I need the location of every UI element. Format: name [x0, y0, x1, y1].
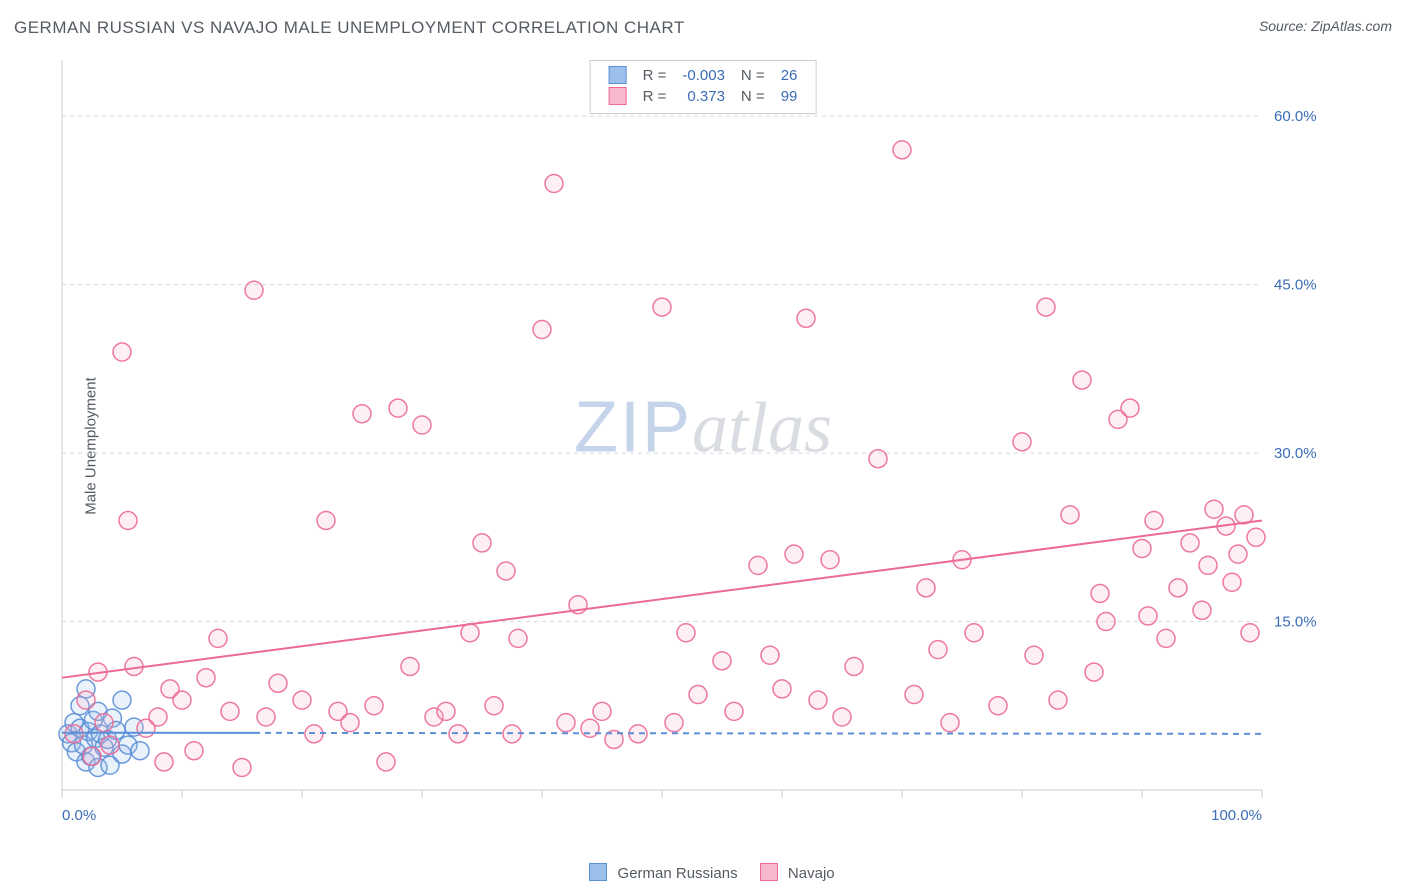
bottom-legend-label-0: German Russians	[618, 865, 738, 882]
stat-legend-row-0: R = -0.003 N = 26	[601, 65, 806, 86]
source-name: ZipAtlas.com	[1311, 18, 1392, 34]
stat-legend-row-1: R = 0.373 N = 99	[601, 86, 806, 107]
legend-swatch-1	[609, 87, 627, 105]
bottom-legend-swatch-0	[589, 863, 607, 881]
source-label: Source:	[1259, 18, 1311, 34]
svg-text:100.0%: 100.0%	[1211, 807, 1262, 824]
stat-N-label-0: N =	[733, 65, 773, 86]
stat-N-value-0: 26	[773, 65, 806, 86]
bottom-legend-label-1: Navajo	[788, 865, 835, 882]
svg-text:0.0%: 0.0%	[62, 807, 96, 824]
legend-swatch-0	[609, 66, 627, 84]
svg-text:15.0%: 15.0%	[1274, 614, 1317, 631]
stat-legend: R = -0.003 N = 26 R = 0.373 N = 99	[590, 60, 817, 114]
bottom-legend: German Russians Navajo	[0, 863, 1406, 882]
chart-title: GERMAN RUSSIAN VS NAVAJO MALE UNEMPLOYME…	[14, 18, 685, 38]
stat-R-label-1: R =	[635, 86, 675, 107]
stat-N-label-1: N =	[733, 86, 773, 107]
stat-R-value-1: 0.373	[674, 86, 733, 107]
scatter-chart: 15.0% 30.0% 45.0% 60.0% 0.0% 100.0%	[52, 54, 1332, 834]
bottom-legend-swatch-1	[760, 863, 778, 881]
plot-area: 15.0% 30.0% 45.0% 60.0% 0.0% 100.0%	[52, 54, 1332, 834]
stat-R-label-0: R =	[635, 65, 675, 86]
stat-R-value-0: -0.003	[674, 65, 733, 86]
chart-container: GERMAN RUSSIAN VS NAVAJO MALE UNEMPLOYME…	[0, 0, 1406, 892]
svg-text:45.0%: 45.0%	[1274, 277, 1317, 294]
svg-text:30.0%: 30.0%	[1274, 445, 1317, 462]
svg-text:60.0%: 60.0%	[1274, 108, 1317, 125]
stat-N-value-1: 99	[773, 86, 806, 107]
source-credit: Source: ZipAtlas.com	[1259, 18, 1392, 34]
